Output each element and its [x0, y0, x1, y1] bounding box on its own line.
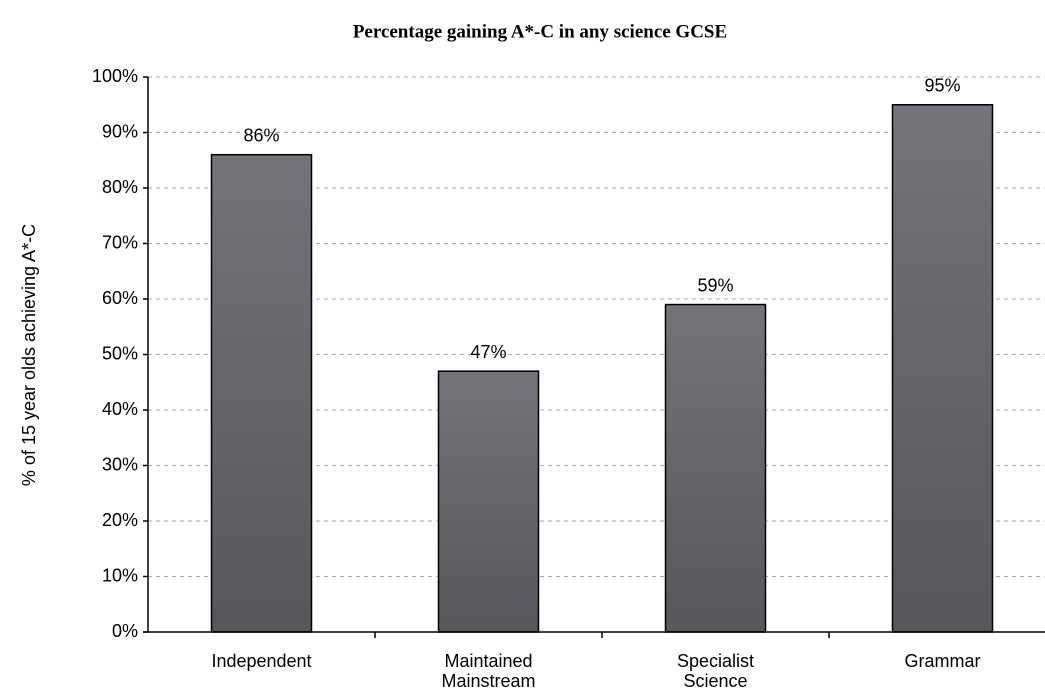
- x-tick-label: Grammar: [905, 651, 981, 671]
- y-tick-label: 90%: [102, 121, 138, 141]
- value-label: 59%: [697, 275, 733, 295]
- value-label: 86%: [243, 125, 279, 145]
- x-tick-label: Independent: [211, 651, 311, 671]
- y-tick-label: 40%: [102, 399, 138, 419]
- value-label: 47%: [470, 342, 506, 362]
- bar: [210, 153, 313, 633]
- y-tick-label: 20%: [102, 510, 138, 530]
- bar: [891, 104, 994, 633]
- chart-title: Percentage gaining A*-C in any science G…: [353, 21, 727, 42]
- bar: [437, 370, 540, 633]
- y-axis-label: % of 15 year olds achieving A*-C: [19, 224, 39, 486]
- y-tick-label: 70%: [102, 232, 138, 252]
- y-tick-label: 30%: [102, 454, 138, 474]
- y-tick-label: 10%: [102, 565, 138, 585]
- value-label: 95%: [924, 76, 960, 96]
- y-tick-label: 80%: [102, 177, 138, 197]
- y-tick-label: 50%: [102, 343, 138, 363]
- bar: [664, 303, 767, 633]
- y-tick-label: 0%: [112, 621, 138, 641]
- y-tick-label: 60%: [102, 288, 138, 308]
- x-tick-label: Maintained Mainstream: [441, 651, 535, 691]
- y-tick-label: 100%: [92, 66, 138, 86]
- x-tick-label: Specialist Science: [677, 651, 754, 691]
